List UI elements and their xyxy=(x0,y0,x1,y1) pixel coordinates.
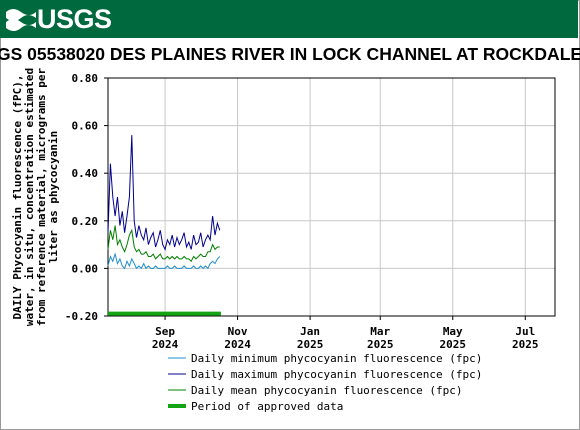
x-tick-year: 2025 xyxy=(297,338,324,351)
y-axis-ticks: 0.80 0.60 0.40 0.20 0.00 -0.20 xyxy=(65,72,108,323)
y-axis-label: DAILY Phycocyanin fluorescence (fPC),wat… xyxy=(11,67,60,326)
data-series xyxy=(107,135,221,316)
y-tick-label: 0.40 xyxy=(72,167,99,180)
x-tick-year: 2025 xyxy=(440,338,467,351)
y-axis-label-line: liter as phycocyanin xyxy=(47,131,60,263)
legend: Daily minimum phycocyanin fluorescence (… xyxy=(168,352,482,413)
usgs-wave-icon xyxy=(6,4,36,34)
legend-label: Period of approved data xyxy=(191,400,343,413)
y-tick-label: -0.20 xyxy=(65,310,98,323)
x-tick-month: Nov xyxy=(228,325,248,338)
x-tick-month: May xyxy=(443,325,463,338)
grid-lines xyxy=(108,77,555,317)
x-tick-month: Jul xyxy=(515,325,535,338)
plot-area-border xyxy=(107,77,556,317)
y-axis-label-line: DAILY Phycocyanin fluorescence (fPC), xyxy=(11,74,24,319)
series-line-1 xyxy=(107,135,221,251)
y-axis-label-line: water, in situ, concentration estimated xyxy=(23,68,36,326)
y-tick-label: 0.00 xyxy=(72,262,99,275)
x-tick-month: Sep xyxy=(155,325,175,338)
y-axis-label-line: from reference material, micrograms per xyxy=(35,67,48,326)
y-tick-label: 0.60 xyxy=(72,120,99,133)
legend-label: Daily maximum phycocyanin fluorescence (… xyxy=(191,368,482,381)
usgs-logo-text: USGS xyxy=(37,4,112,34)
series-line-2 xyxy=(107,225,220,263)
x-tick-year: 2024 xyxy=(224,338,251,351)
chart-title: USGS 05538020 DES PLAINES RIVER IN LOCK … xyxy=(0,44,580,64)
y-tick-label: 0.20 xyxy=(72,215,99,228)
legend-label: Daily minimum phycocyanin fluorescence (… xyxy=(191,352,482,365)
y-tick-label: 0.80 xyxy=(72,72,99,85)
usgs-logo[interactable]: USGS xyxy=(6,4,112,34)
x-tick-month: Jan xyxy=(300,325,320,338)
x-axis-ticks: Sep2024Nov2024Jan2025Mar2025May2025Jul20… xyxy=(152,316,539,351)
usgs-banner: USGS xyxy=(0,0,578,38)
legend-label: Daily mean phycocyanin fluorescence (fpc… xyxy=(191,384,463,397)
series-line-0 xyxy=(107,252,221,270)
x-tick-year: 2025 xyxy=(512,338,539,351)
x-tick-year: 2024 xyxy=(152,338,179,351)
x-tick-month: Mar xyxy=(370,325,390,338)
x-tick-year: 2025 xyxy=(367,338,394,351)
y-axis-label-text: DAILY Phycocyanin fluorescence (fPC),wat… xyxy=(11,67,60,326)
